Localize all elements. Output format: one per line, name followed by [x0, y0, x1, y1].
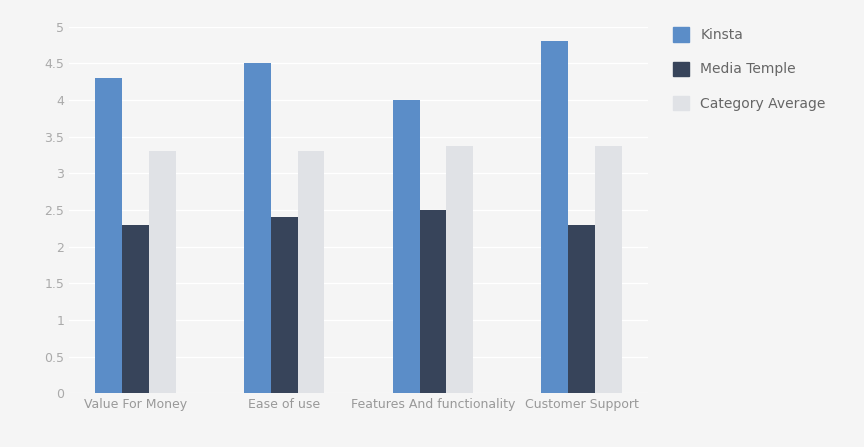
- Bar: [420, 210, 447, 393]
- Bar: [447, 146, 473, 393]
- Bar: [297, 152, 324, 393]
- Bar: [270, 217, 297, 393]
- Bar: [542, 42, 569, 393]
- Bar: [595, 146, 622, 393]
- Bar: [95, 78, 122, 393]
- Bar: [393, 100, 420, 393]
- Bar: [245, 63, 270, 393]
- Legend: Kinsta, Media Temple, Category Average: Kinsta, Media Temple, Category Average: [666, 21, 833, 118]
- Bar: [569, 225, 595, 393]
- Bar: [149, 152, 175, 393]
- Bar: [122, 225, 149, 393]
